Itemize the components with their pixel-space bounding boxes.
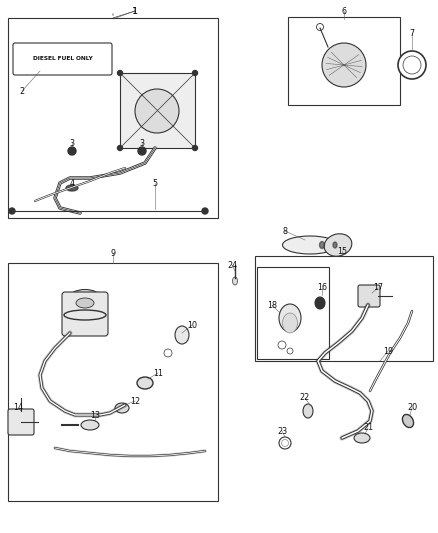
Text: 13: 13: [90, 411, 100, 421]
Ellipse shape: [354, 433, 370, 443]
Text: 21: 21: [363, 424, 373, 432]
Circle shape: [282, 440, 289, 447]
Circle shape: [9, 208, 15, 214]
Ellipse shape: [81, 420, 99, 430]
Bar: [8, 18, 218, 218]
Text: 3: 3: [139, 139, 145, 148]
Bar: [288, 17, 400, 105]
Bar: [120, 73, 195, 148]
Ellipse shape: [319, 241, 325, 248]
Circle shape: [138, 147, 146, 155]
Ellipse shape: [324, 234, 352, 256]
Text: 7: 7: [410, 28, 414, 37]
FancyBboxPatch shape: [358, 285, 380, 307]
Text: 15: 15: [337, 246, 347, 255]
Text: 16: 16: [317, 284, 327, 293]
Circle shape: [117, 146, 123, 150]
Text: 5: 5: [152, 179, 158, 188]
Text: 19: 19: [383, 346, 393, 356]
Ellipse shape: [66, 185, 78, 191]
Text: 1: 1: [132, 6, 138, 15]
Text: 6: 6: [342, 6, 346, 15]
Circle shape: [317, 23, 324, 30]
FancyBboxPatch shape: [8, 409, 34, 435]
Text: 17: 17: [373, 284, 383, 293]
Bar: [8, 263, 218, 501]
Ellipse shape: [70, 289, 100, 304]
Text: 11: 11: [153, 368, 163, 377]
Circle shape: [202, 208, 208, 214]
Text: 4: 4: [70, 179, 74, 188]
Text: 1: 1: [133, 6, 138, 15]
Text: 22: 22: [300, 393, 310, 402]
Text: 23: 23: [277, 426, 287, 435]
Ellipse shape: [333, 242, 337, 248]
Ellipse shape: [315, 297, 325, 309]
Circle shape: [279, 437, 291, 449]
Text: 9: 9: [110, 248, 116, 257]
FancyBboxPatch shape: [13, 43, 112, 75]
Circle shape: [278, 341, 286, 349]
Text: 2: 2: [19, 86, 25, 95]
Ellipse shape: [233, 277, 237, 285]
Ellipse shape: [303, 404, 313, 418]
Text: 8: 8: [283, 227, 287, 236]
Ellipse shape: [115, 403, 129, 413]
Circle shape: [164, 349, 172, 357]
Ellipse shape: [76, 298, 94, 308]
Circle shape: [192, 70, 198, 76]
Text: 14: 14: [13, 403, 23, 413]
Ellipse shape: [175, 326, 189, 344]
Ellipse shape: [279, 304, 301, 332]
Text: 20: 20: [407, 403, 417, 413]
Circle shape: [117, 70, 123, 76]
Circle shape: [322, 43, 366, 87]
Circle shape: [135, 89, 179, 133]
FancyBboxPatch shape: [62, 292, 108, 336]
Circle shape: [398, 51, 426, 79]
Circle shape: [68, 147, 76, 155]
Ellipse shape: [283, 236, 338, 254]
Text: 12: 12: [130, 397, 140, 406]
Ellipse shape: [283, 313, 297, 333]
Text: 18: 18: [267, 301, 277, 310]
Ellipse shape: [137, 377, 153, 389]
Circle shape: [287, 348, 293, 354]
Text: 3: 3: [70, 139, 74, 148]
Bar: [257, 267, 329, 359]
Ellipse shape: [403, 415, 413, 427]
Bar: [255, 256, 433, 361]
Circle shape: [192, 146, 198, 150]
Circle shape: [403, 56, 421, 74]
Text: 10: 10: [187, 320, 197, 329]
Text: DIESEL FUEL ONLY: DIESEL FUEL ONLY: [32, 56, 92, 61]
Text: 24: 24: [227, 261, 237, 270]
